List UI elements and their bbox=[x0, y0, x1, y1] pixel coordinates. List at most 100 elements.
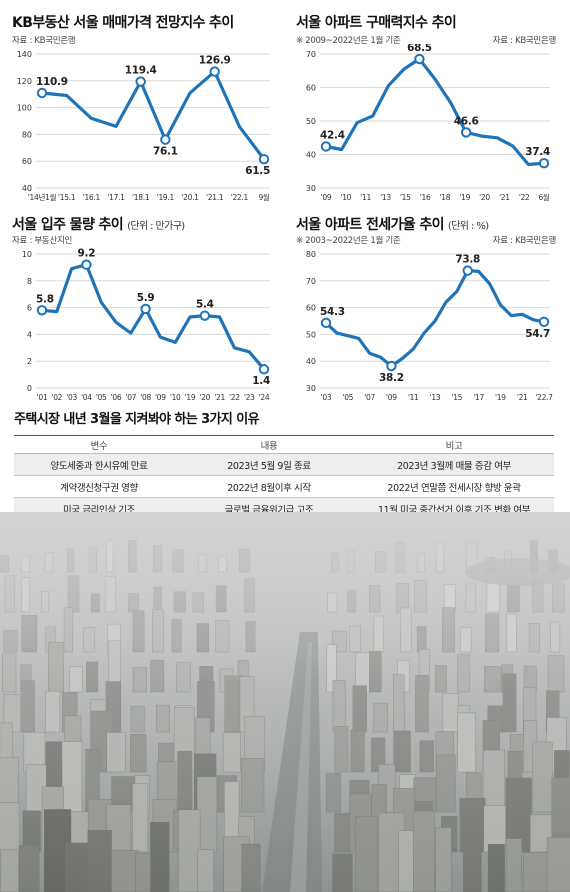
table-header-cell: 변수 bbox=[14, 435, 184, 454]
x-tick-label: '09 bbox=[386, 393, 397, 402]
data-label: 5.9 bbox=[137, 292, 155, 304]
x-tick-label: '20.1 bbox=[181, 193, 199, 202]
chart-panel-move-in-supply: 서울 입주 물량 추이 (단위 : 만가구) 자료 : 부동산지인 0 2 4 6 8 10… bbox=[12, 214, 280, 404]
x-tick-label: '10 bbox=[170, 393, 181, 402]
data-label: 5.4 bbox=[196, 299, 214, 311]
x-tick-label: '05 bbox=[342, 393, 353, 402]
table-row: 계약갱신청구권 영향 2022년 8월이후 시작 2022년 연말쯤 전세시장 … bbox=[14, 475, 554, 498]
data-point bbox=[386, 360, 397, 372]
x-tick-label: '17 bbox=[473, 393, 484, 402]
aerial-city-photo bbox=[0, 512, 570, 892]
data-point bbox=[258, 364, 270, 375]
data-label: 38.2 bbox=[379, 372, 404, 384]
x-tick-label: '22 bbox=[229, 393, 240, 402]
data-point bbox=[209, 66, 220, 77]
table-cell: 2022년 8월이후 시작 bbox=[184, 475, 354, 498]
x-tick-label: '04 bbox=[81, 393, 92, 402]
x-tick-label: '06 bbox=[111, 393, 122, 402]
data-point bbox=[160, 134, 171, 145]
x-tick-label: '11 bbox=[360, 193, 371, 202]
data-label: 37.4 bbox=[525, 146, 550, 158]
x-tick-label: '09 bbox=[321, 193, 332, 202]
x-tick-label: '15 bbox=[400, 193, 411, 202]
table-cell: 계약갱신청구권 영향 bbox=[14, 475, 184, 498]
data-label: 119.4 bbox=[125, 65, 157, 77]
reasons-table-section: 주택시장 내년 3월을 지켜봐야 하는 3가지 이유 변수 내용 비고 양도세중… bbox=[14, 408, 554, 520]
chart-note: ※ 2009~2022년은 1월 기준 bbox=[296, 36, 401, 46]
table-cell: 2023년 3월께 매물 증감 여부 bbox=[354, 453, 554, 476]
y-tick-label: 120 bbox=[17, 77, 32, 86]
data-label: 54.7 bbox=[525, 328, 550, 340]
y-tick-label: 100 bbox=[17, 104, 32, 113]
chart-source: 자료 : KB국민은행 bbox=[492, 36, 557, 46]
data-label: 54.3 bbox=[320, 306, 345, 318]
table-header-row: 변수 내용 비고 bbox=[14, 435, 554, 454]
data-label: 73.8 bbox=[455, 254, 480, 266]
chart-unit: (단위 : %) bbox=[447, 221, 489, 232]
x-tick-label: '13 bbox=[430, 393, 441, 402]
x-tick-label: '02 bbox=[51, 393, 62, 402]
series-line bbox=[40, 70, 266, 161]
y-tick-label: 6 bbox=[27, 304, 32, 313]
x-tick-label: '07 bbox=[364, 393, 375, 402]
y-tick-label: 70 bbox=[306, 277, 316, 286]
x-tick-label: '21.1 bbox=[206, 193, 224, 202]
data-point bbox=[462, 265, 473, 276]
x-tick-label: '23 bbox=[244, 393, 255, 402]
y-tick-label: 60 bbox=[306, 84, 316, 93]
data-label: 42.4 bbox=[320, 129, 345, 141]
x-tick-label: '19 bbox=[495, 393, 506, 402]
data-label: 46.6 bbox=[454, 115, 479, 127]
data-label: 9.2 bbox=[78, 248, 96, 260]
x-tick-label: '09 bbox=[155, 393, 166, 402]
x-tick-label: '10 bbox=[340, 193, 351, 202]
chart-svg: 40 60 80 100 120 140 '14년1월 '15.1 '16.1 '17.1 '18.… bbox=[17, 50, 271, 202]
x-tick-label: '20 bbox=[199, 393, 210, 402]
y-tick-label: 30 bbox=[306, 384, 316, 393]
data-point bbox=[538, 316, 550, 328]
chart-source: 자료 : KB국민은행 bbox=[492, 236, 557, 246]
chart-note: ※ 2003~2022년은 1월 기준 bbox=[296, 236, 401, 246]
table-header-cell: 내용 bbox=[184, 435, 354, 454]
table-cell: 2023년 5월 9일 종료 bbox=[184, 453, 354, 476]
x-tick-label: '03 bbox=[66, 393, 77, 402]
chart-unit: (단위 : 만가구) bbox=[127, 221, 185, 232]
chart-title: 서울 아파트 구매력지수 추이 bbox=[296, 15, 457, 31]
data-point bbox=[199, 310, 211, 321]
chart-panel-price-outlook: KB부동산 서울 매매가격 전망지수 추이 자료 : KB국민은행 40 60 80… bbox=[12, 12, 280, 204]
y-tick-label: 70 bbox=[306, 50, 316, 59]
chart-svg: 30 40 50 60 70 80 '03 '05 '07 '09 '11 '13 '15 '17 '19 '… bbox=[306, 250, 554, 402]
reasons-table: 변수 내용 비고 양도세중과 한시유예 만료 2023년 5월 9일 종료 20… bbox=[14, 435, 554, 520]
x-tick-label: '17.1 bbox=[107, 193, 125, 202]
y-tick-label: 0 bbox=[27, 384, 32, 393]
data-label: 68.5 bbox=[407, 44, 432, 54]
x-tick-label: '20 bbox=[479, 193, 490, 202]
chart-svg: 30 40 50 60 70 '09 '10 '11 '13 '15 '16 '18 '19 '20 '21… bbox=[306, 44, 550, 202]
x-tick-label: '14년1월 bbox=[28, 192, 57, 202]
x-tick-label: '19 bbox=[185, 393, 196, 402]
x-tick-label: '08 bbox=[140, 393, 151, 402]
chart-source: 자료 : 부동산지인 bbox=[12, 236, 73, 246]
y-tick-label: 4 bbox=[27, 330, 32, 339]
data-point bbox=[135, 76, 146, 87]
x-tick-label: 9월 bbox=[258, 192, 269, 202]
y-tick-label: 10 bbox=[22, 250, 32, 259]
chart-panel-purchasing-power: 서울 아파트 구매력지수 추이 ※ 2009~2022년은 1월 기준 자료 :… bbox=[296, 12, 560, 204]
data-point bbox=[320, 317, 332, 329]
x-tick-label: '22 bbox=[519, 193, 530, 202]
table-cell: 양도세중과 한시유예 만료 bbox=[14, 453, 184, 476]
y-tick-label: 40 bbox=[22, 184, 32, 193]
table-title: 주택시장 내년 3월을 지켜봐야 하는 3가지 이유 bbox=[14, 412, 260, 427]
y-tick-label: 80 bbox=[306, 250, 316, 259]
chart-panel-jeonse-ratio: 서울 아파트 전세가율 추이 (단위 : %) ※ 2003~2022년은 1월 … bbox=[296, 214, 560, 404]
data-point bbox=[258, 153, 270, 165]
data-label: 1.4 bbox=[252, 375, 270, 387]
data-label: 126.9 bbox=[199, 55, 231, 67]
x-tick-label: '16 bbox=[420, 193, 431, 202]
y-tick-label: 50 bbox=[306, 117, 316, 126]
series-line bbox=[40, 263, 266, 371]
data-point bbox=[81, 259, 92, 270]
x-tick-label: '15 bbox=[451, 393, 462, 402]
x-tick-label: '18.1 bbox=[132, 193, 150, 202]
table-row: 양도세중과 한시유예 만료 2023년 5월 9일 종료 2023년 3월께 매… bbox=[14, 453, 554, 476]
